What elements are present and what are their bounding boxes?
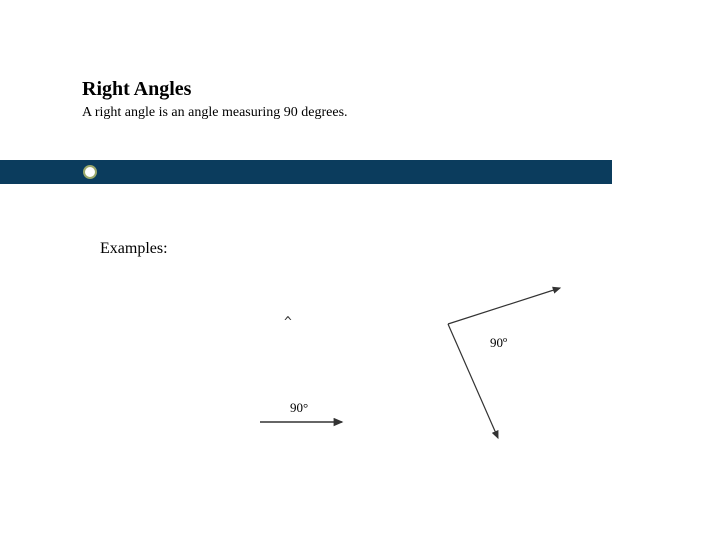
examples-heading: Examples: <box>100 240 168 258</box>
angle-right-ray1 <box>448 288 560 324</box>
page-subtitle: A right angle is an angle measuring 90 d… <box>82 105 348 121</box>
accent-bullet <box>83 165 97 179</box>
page-title: Right Angles <box>82 78 191 101</box>
caret-mark: ^ <box>284 315 292 330</box>
angle-right-label: 90º <box>490 335 507 351</box>
angle-left-label: 90° <box>290 400 308 416</box>
